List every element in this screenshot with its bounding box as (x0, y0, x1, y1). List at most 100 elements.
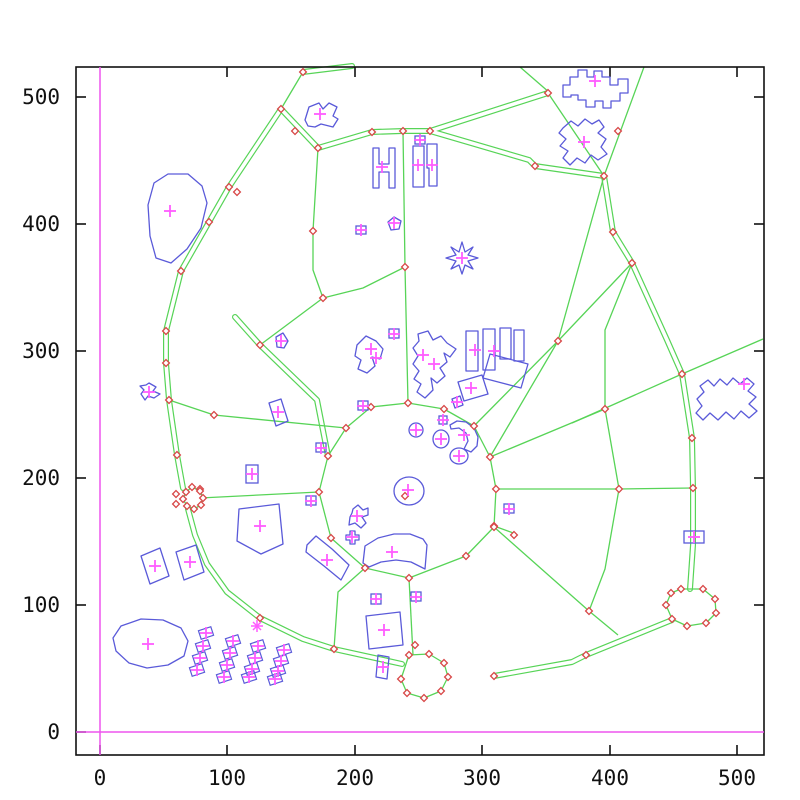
house (269, 663, 287, 679)
centroid-cross-icon (200, 627, 212, 639)
plot-frame (75, 66, 765, 756)
centroid-cross-icon (376, 161, 388, 173)
centroid-cross-icon (164, 205, 176, 217)
junction-node-icon (627, 258, 637, 268)
centroid-cross-icon (365, 343, 377, 355)
centroid-cross-icon (275, 335, 287, 347)
junction-node-icon (176, 266, 186, 276)
junction-node-icon (711, 608, 721, 618)
curved-band-south (362, 533, 428, 570)
centroid-cross-icon (453, 450, 465, 462)
cluster-bar-a (465, 330, 479, 372)
rot-square-central (354, 335, 384, 374)
centroid-cross-icon (254, 520, 266, 532)
centroid-cross-icon (218, 671, 230, 683)
cluster-bar-d (513, 329, 525, 362)
junction-node-icon (661, 600, 671, 610)
junction-node-icon (204, 217, 214, 227)
crescent (449, 420, 479, 453)
centroid-cross-icon (456, 252, 468, 264)
centroid-cross-icon (246, 468, 258, 480)
junction-node-icon (676, 584, 686, 594)
junction-node-icon (172, 450, 182, 460)
junction-node-icon (419, 693, 429, 703)
junction-node-icon (195, 486, 205, 496)
house (197, 625, 215, 641)
junction-node-icon (443, 672, 453, 682)
centroid-cross-icon (249, 652, 261, 664)
centroid-cross-icon (224, 647, 236, 659)
centroid-cross-icon (451, 396, 463, 408)
centroid-cross-icon (388, 217, 400, 229)
junction-node-icon (439, 658, 449, 668)
junction-node-icon (326, 533, 336, 543)
junction-node-icon (318, 293, 328, 303)
junction-node-icon (682, 621, 692, 631)
house (194, 638, 212, 654)
centroid-cross-icon (305, 495, 317, 507)
junction-node-icon (553, 336, 563, 346)
junction-node-icon (613, 126, 623, 136)
junction-node-icon (189, 504, 199, 514)
centroid-cross-icon (227, 635, 239, 647)
junction-node-icon (701, 618, 711, 628)
junction-node-icon (402, 688, 412, 698)
centroid-cross-icon (346, 531, 358, 543)
centroid-cross-icon (412, 159, 424, 171)
junction-node-icon (469, 421, 479, 431)
junction-node-icon (198, 493, 208, 503)
centroid-cross-icon (458, 429, 470, 441)
centroid-cross-icon (278, 644, 290, 656)
junction-node-icon (255, 613, 265, 623)
quad-big-west (236, 503, 284, 555)
house (221, 645, 239, 661)
center-circle (393, 476, 425, 506)
centroid-cross-icon (738, 378, 750, 390)
centroid-cross-icon (246, 663, 258, 675)
junction-node-icon (677, 369, 687, 379)
centroid-cross-icon (191, 664, 203, 676)
junction-node-icon (584, 606, 594, 616)
centroid-cross-icon (243, 671, 255, 683)
junction-node-icon (313, 143, 323, 153)
centroid-cross-icon (410, 591, 422, 603)
centroid-cross-icon (426, 159, 438, 171)
flower-small (348, 504, 369, 529)
y-axis-tick-label: 200 (22, 466, 60, 490)
centroid-cross-icon (410, 424, 422, 436)
centroid-cross-icon (252, 640, 264, 652)
junction-node-icon (530, 161, 540, 171)
pond-sw (112, 618, 189, 669)
small-circle (408, 422, 424, 438)
house (240, 669, 258, 685)
complex-central-north (412, 330, 457, 399)
junction-node-icon (599, 171, 609, 181)
asterisk-icon (251, 620, 263, 632)
centroid-cross-icon (197, 640, 209, 652)
complex-ne-top (562, 69, 629, 109)
centroid-cross-icon (414, 134, 426, 146)
centroid-cross-icon (589, 75, 601, 87)
centroid-cross-icon (370, 593, 382, 605)
square-south (365, 611, 404, 650)
centroid-cross-icon (465, 382, 477, 394)
centroid-cross-icon (357, 400, 369, 412)
centroid-cross-icon (428, 358, 440, 370)
junction-node-icon (489, 522, 499, 532)
x-axis-tick-label: 400 (591, 766, 629, 790)
centroid-cross-icon (314, 108, 326, 120)
x-axis-tick-label: 300 (463, 766, 501, 790)
junction-node-icon (491, 484, 501, 494)
junction-node-icon (608, 227, 618, 237)
centroid-cross-icon (142, 638, 154, 650)
junction-node-icon (276, 104, 286, 114)
centroid-cross-icon (386, 546, 398, 558)
junction-node-icon (687, 433, 697, 443)
axis-labels: 0 100 200 300 400 500 0 100 200 300 400 500 (22, 85, 756, 790)
jagged-east (695, 377, 758, 421)
junction-node-icon (509, 530, 519, 540)
centroid-cross-icon (321, 554, 333, 566)
h-building (372, 147, 396, 189)
centroid-cross-icon (315, 442, 327, 454)
junction-node-icon (178, 494, 188, 504)
